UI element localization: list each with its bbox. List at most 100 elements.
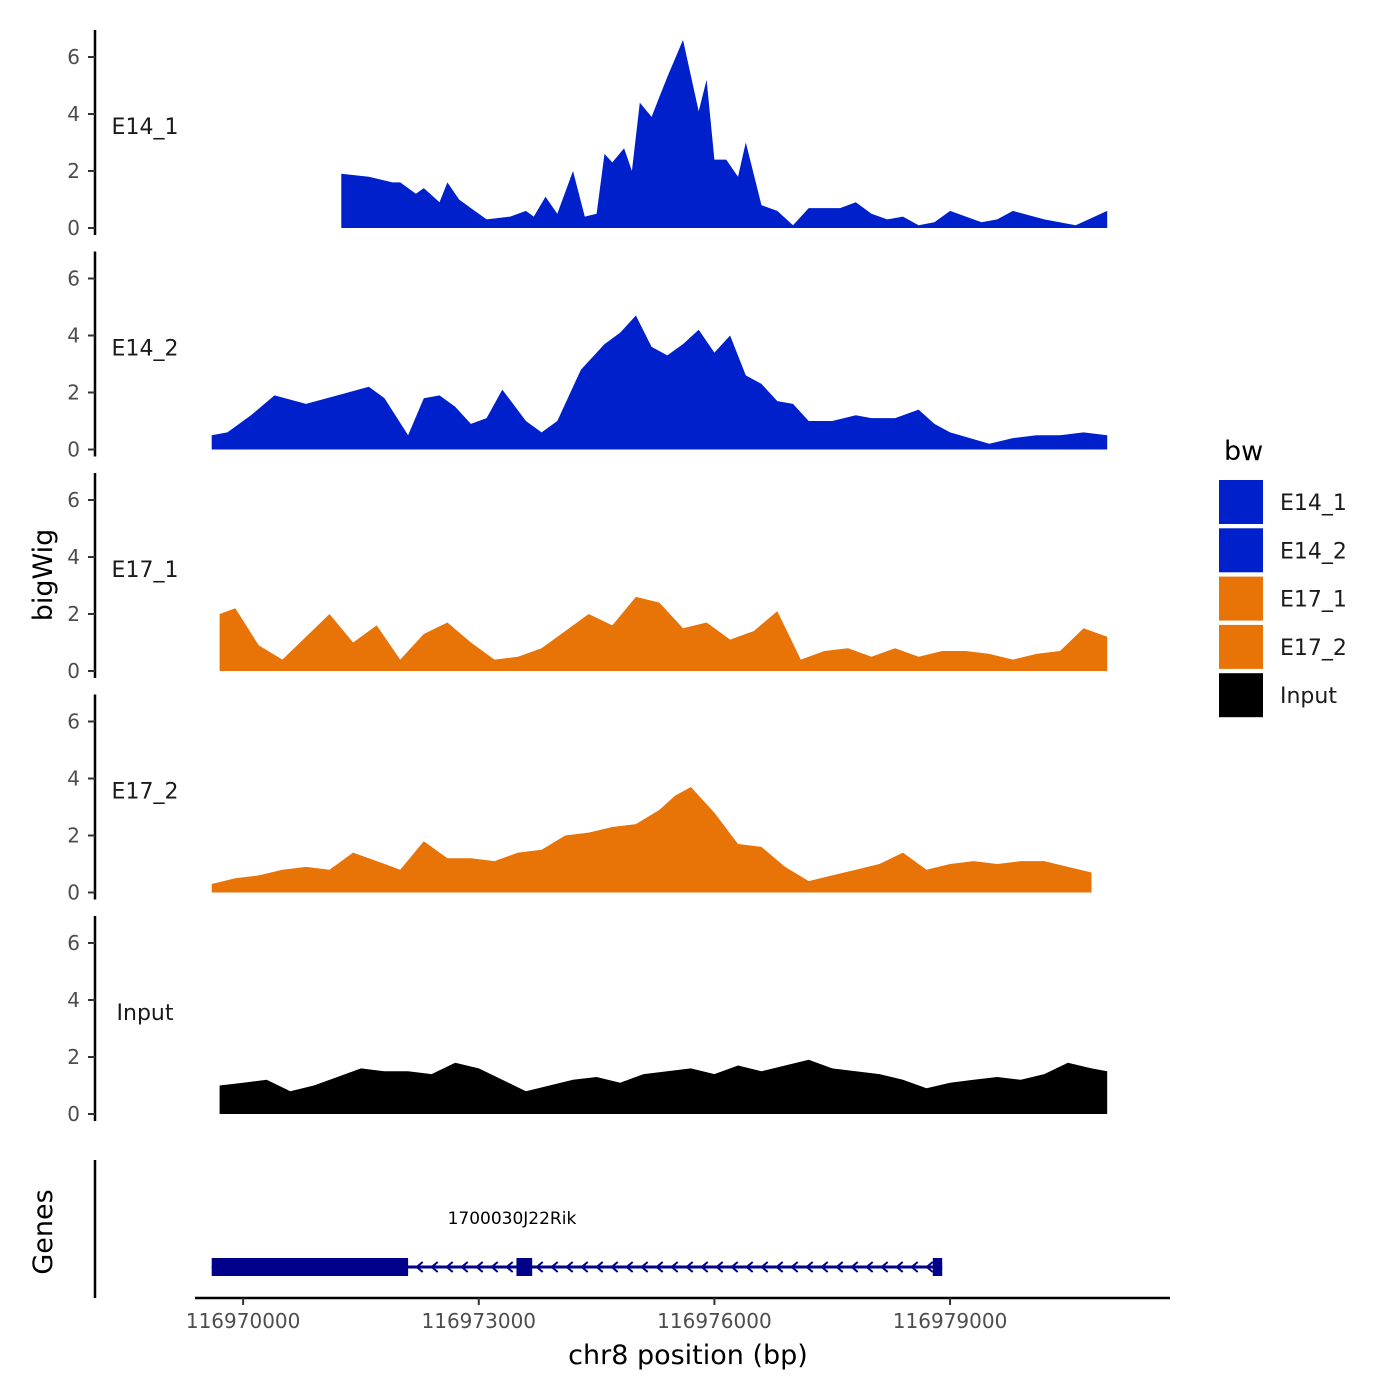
genes-panel: 1700030J22Rik (93, 1160, 943, 1298)
track-label: E14_2 (112, 336, 179, 361)
x-axis-title: chr8 position (bp) (568, 1340, 808, 1371)
strand-arrow (790, 1261, 799, 1273)
y-tick-label: 2 (67, 1045, 80, 1069)
strand-arrow (820, 1261, 829, 1273)
legend-label: E14_2 (1280, 539, 1347, 564)
strand-arrow (505, 1261, 514, 1273)
strand-arrow (715, 1261, 724, 1273)
strand-arrow (850, 1261, 859, 1273)
strand-arrow (445, 1261, 454, 1273)
strand-arrow (835, 1261, 844, 1273)
strand-arrow (685, 1261, 694, 1273)
legend-title: bw (1224, 436, 1263, 467)
x-tick-label: 116970000 (186, 1309, 301, 1333)
gene-exon (516, 1258, 533, 1276)
strand-arrow (535, 1261, 544, 1273)
strand-arrow (760, 1261, 769, 1273)
strand-arrow (745, 1261, 754, 1273)
strand-arrow (865, 1261, 874, 1273)
strand-arrow (610, 1261, 619, 1273)
legend-label: E17_2 (1280, 636, 1347, 661)
legend-label: E17_1 (1280, 588, 1347, 613)
y-tick-label: 4 (67, 324, 80, 348)
y-tick-label: 0 (67, 659, 80, 683)
strand-arrow (880, 1261, 889, 1273)
gene-exon (932, 1258, 943, 1276)
signal-area (211, 787, 1092, 893)
y-tick-label: 0 (67, 881, 80, 905)
y-tick-label: 0 (67, 438, 80, 462)
y-tick-label: 6 (67, 488, 80, 512)
track-label: E17_1 (112, 558, 179, 583)
legend-item-e17-2: E17_2 (1219, 624, 1347, 669)
strand-arrow (580, 1261, 589, 1273)
y-tick-label: 6 (67, 45, 80, 69)
legend-swatch (1219, 480, 1263, 524)
strand-arrow (775, 1261, 784, 1273)
track-e14-1: 0 2 4 6 E14_1 (67, 30, 1108, 240)
track-e17-2: 0 2 4 6 E17_2 (67, 694, 1092, 905)
y-tick-label: 0 (67, 1102, 80, 1126)
signal-area (341, 39, 1108, 229)
gene-model: 1700030J22Rik (211, 1209, 943, 1276)
x-tick-label: 116973000 (422, 1309, 537, 1333)
track-e14-2: 0 2 4 6 E14_2 (67, 251, 1108, 462)
y-tick-label: 0 (67, 216, 80, 240)
legend-swatch (1219, 673, 1263, 718)
y-tick-label: 6 (67, 267, 80, 291)
y-tick-label: 4 (67, 102, 80, 126)
strand-arrow (730, 1261, 739, 1273)
track-e17-1: 0 2 4 6 E17_1 (67, 473, 1108, 683)
x-tick-label: 116976000 (657, 1309, 772, 1333)
strand-arrow (550, 1261, 559, 1273)
legend-item-e17-1: E17_1 (1219, 576, 1347, 621)
strand-arrow (895, 1261, 904, 1273)
legend-swatch (1219, 576, 1263, 621)
y-tick-label: 2 (67, 159, 80, 183)
strand-arrow (475, 1261, 484, 1273)
signal-area (219, 1059, 1108, 1114)
strand-arrow (925, 1261, 934, 1273)
track-label: Input (117, 1001, 174, 1026)
strand-arrow (805, 1261, 814, 1273)
track-input: 0 2 4 6 Input (67, 916, 1108, 1126)
strand-arrow (430, 1261, 439, 1273)
strand-arrow (565, 1261, 574, 1273)
strand-arrow (460, 1261, 469, 1273)
y-tick-label: 4 (67, 545, 80, 569)
strand-arrow (910, 1261, 919, 1273)
x-tick-label: 116979000 (893, 1309, 1008, 1333)
signal-tracks: 0 2 4 6 E14_1 0 2 4 6 E14_2 0 2 4 6 E17_1 0 2 4 6 E17_2 0 2 4 6… (67, 30, 1108, 1126)
legend-label: E14_1 (1280, 491, 1347, 516)
y-tick-label: 4 (67, 767, 80, 791)
strand-arrow (700, 1261, 709, 1273)
gene-exon (211, 1258, 409, 1276)
legend-swatch (1219, 528, 1263, 573)
strand-arrow (670, 1261, 679, 1273)
legend-swatch (1219, 624, 1263, 669)
strand-arrow (640, 1261, 649, 1273)
y-tick-label: 2 (67, 381, 80, 405)
strand-arrow (415, 1261, 424, 1273)
y-tick-label: 2 (67, 824, 80, 848)
legend-label: Input (1280, 684, 1337, 709)
legend: bw E14_1 E14_2 E17_1 E17_2 Input (1219, 436, 1347, 718)
strand-arrow (655, 1261, 664, 1273)
signal-area (211, 315, 1108, 450)
strand-arrow (490, 1261, 499, 1273)
track-label: E17_2 (112, 779, 179, 804)
genes-axis-title: Genes (28, 1189, 59, 1274)
y-axis-title: bigWig (28, 529, 59, 622)
legend-item-e14-1: E14_1 (1219, 480, 1347, 524)
track-label: E14_1 (112, 115, 179, 140)
strand-arrow (595, 1261, 604, 1273)
strand-arrow (625, 1261, 634, 1273)
y-tick-label: 4 (67, 988, 80, 1012)
legend-item-input: Input (1219, 673, 1337, 718)
y-tick-label: 2 (67, 602, 80, 626)
gene-name-label: 1700030J22Rik (448, 1209, 577, 1229)
legend-item-e14-2: E14_2 (1219, 528, 1347, 573)
y-tick-label: 6 (67, 931, 80, 955)
x-axis: 116970000 116973000 116976000 116979000 (186, 1296, 1170, 1333)
